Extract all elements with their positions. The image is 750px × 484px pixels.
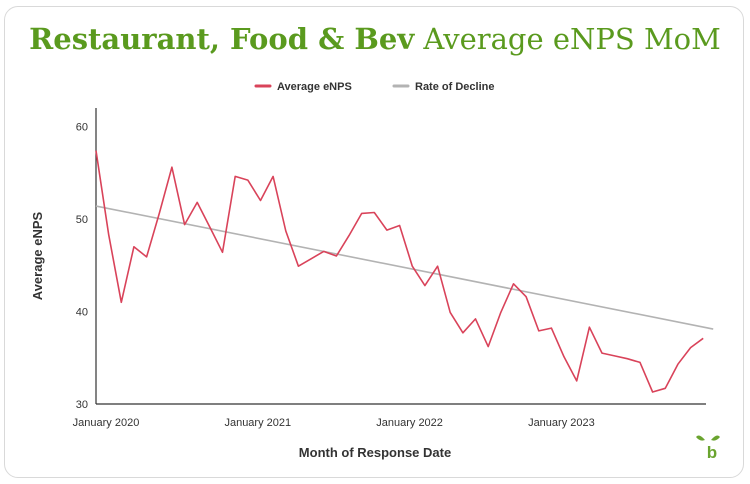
y-tick-label: 60 [76, 122, 88, 134]
chart-card [4, 6, 744, 478]
x-tick-label: January 2020 [73, 417, 140, 429]
x-axis-label: Month of Response Date [299, 445, 451, 460]
series-line-rate-of-decline [95, 205, 714, 330]
logo-leaf-left [696, 435, 705, 441]
series-group [95, 150, 714, 393]
y-ticks: 30 40 50 60 [76, 122, 88, 412]
title-light: Average eNPS MoM [423, 22, 721, 56]
legend-label-decline: Rate of Decline [415, 81, 494, 93]
x-ticks: January 2020 January 2021 January 2022 Janu… [73, 417, 595, 429]
y-tick-label: 30 [76, 399, 88, 411]
y-tick-label: 40 [76, 307, 88, 319]
legend-label-enps: Average eNPS [277, 81, 352, 93]
x-tick-label: January 2021 [224, 417, 291, 429]
chart-title: Restaurant, Food & Bev Average eNPS MoM [0, 22, 750, 56]
x-tick-label: January 2023 [528, 417, 595, 429]
legend: Average eNPS Rate of Decline [254, 81, 494, 93]
x-tick-label: January 2022 [376, 417, 443, 429]
title-bold: Restaurant, Food & Bev [29, 22, 415, 56]
y-axis-label: Average eNPS [30, 211, 45, 300]
brand-logo: b [696, 435, 720, 462]
series-line-average-enps [95, 150, 704, 393]
logo-leaf-right [711, 435, 720, 441]
logo-letter: b [707, 443, 717, 462]
y-tick-label: 50 [76, 214, 88, 226]
